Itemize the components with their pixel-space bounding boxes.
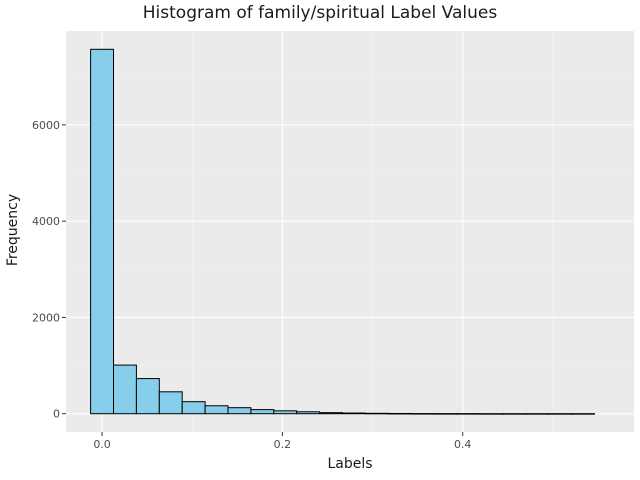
- plot-panel: [66, 31, 634, 432]
- histogram-bar: [387, 412, 412, 415]
- chart-title: Histogram of family/spiritual Label Valu…: [142, 3, 498, 23]
- y-tick-label: 4000: [32, 215, 60, 228]
- histogram-bar: [502, 413, 527, 415]
- x-tick-label: 0.4: [454, 438, 472, 451]
- histogram-bar: [90, 48, 115, 415]
- histogram-bar: [135, 378, 160, 415]
- histogram-bar: [548, 413, 573, 415]
- histogram-bar: [204, 405, 229, 415]
- histogram-bar: [364, 412, 389, 415]
- histogram-bar: [525, 413, 550, 415]
- histogram-bar: [250, 409, 275, 415]
- histogram-bar: [158, 391, 183, 415]
- histogram-bar: [479, 413, 504, 415]
- histogram-bar: [181, 401, 206, 415]
- y-tick-label: 6000: [32, 119, 60, 132]
- histogram-bar: [433, 413, 458, 415]
- y-tick-label: 2000: [32, 311, 60, 324]
- histogram-bar: [227, 407, 252, 415]
- histogram-bar: [456, 413, 481, 415]
- x-tick-label: 0.2: [274, 438, 292, 451]
- y-tick-label: 0: [53, 408, 60, 421]
- histogram-bar: [571, 413, 595, 415]
- y-axis-label: Frequency: [5, 193, 21, 267]
- histogram-bar: [273, 410, 298, 415]
- histogram-bar: [113, 364, 137, 415]
- histogram-bar: [410, 413, 435, 415]
- histogram-bar: [319, 412, 344, 415]
- x-axis-label: Labels: [327, 456, 373, 472]
- histogram-bar: [342, 412, 366, 415]
- x-tick-label: 0.0: [93, 438, 111, 451]
- histogram-bar: [296, 411, 321, 415]
